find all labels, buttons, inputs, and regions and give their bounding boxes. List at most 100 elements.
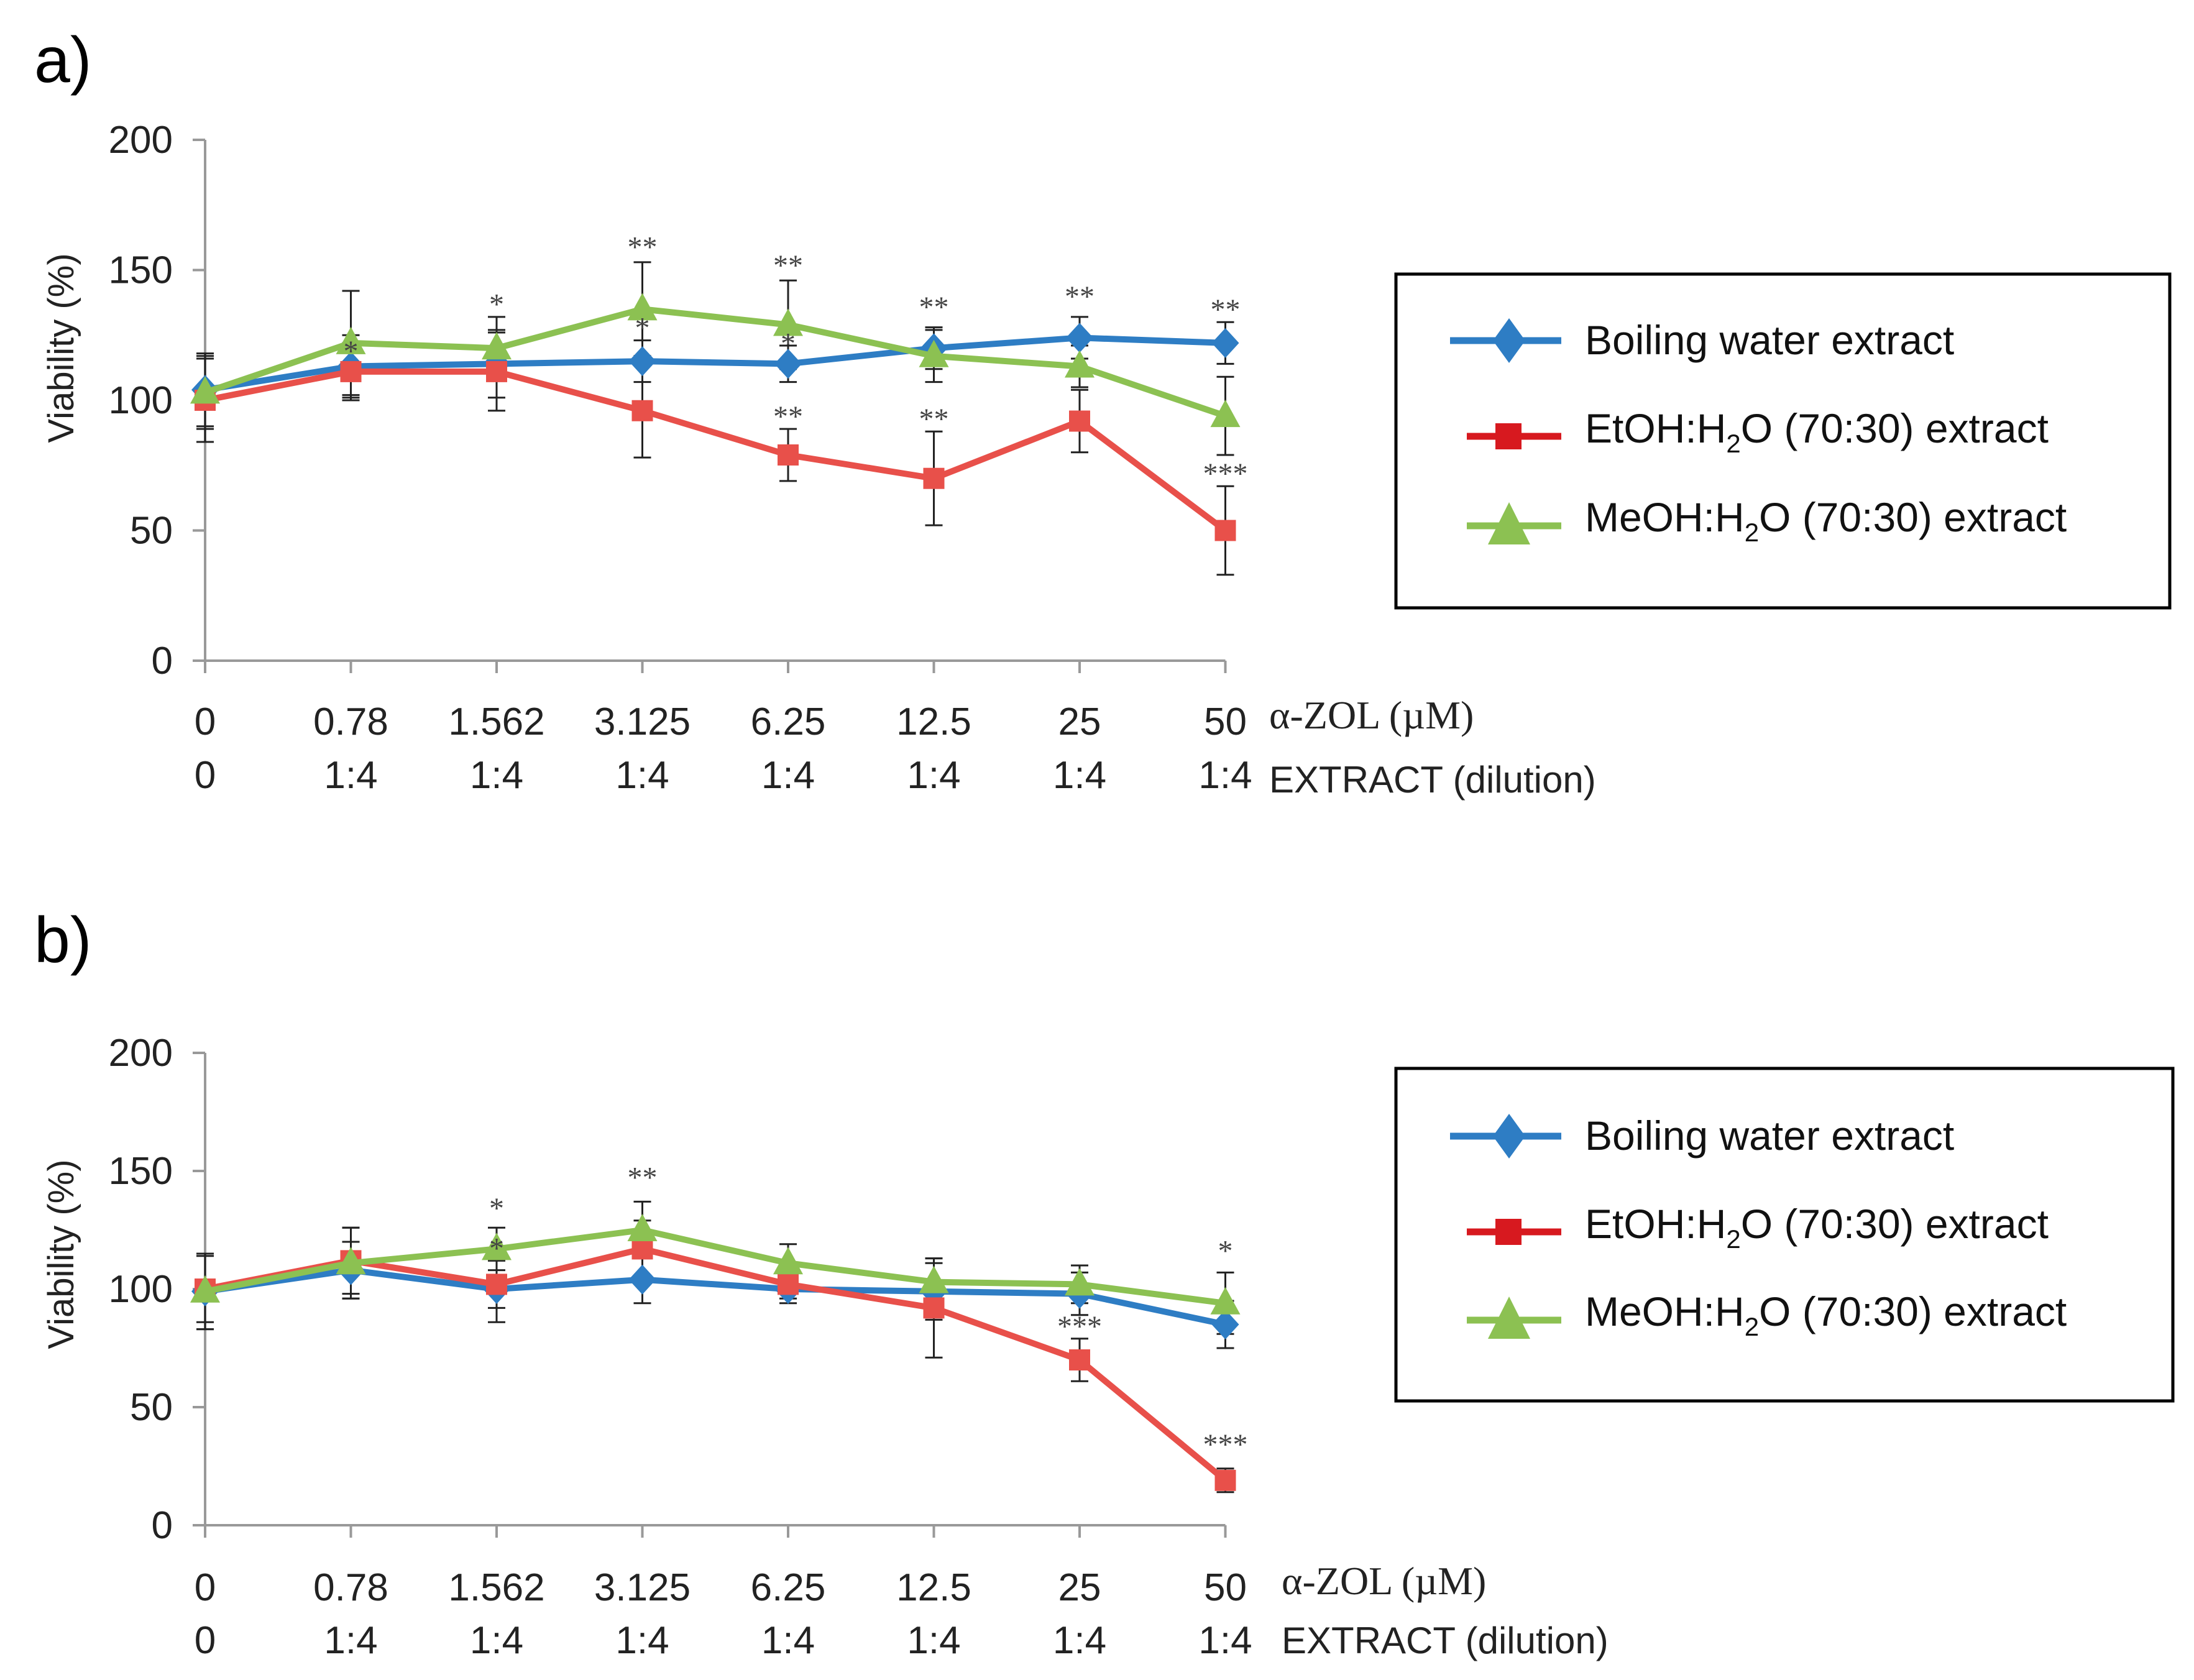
data-point-triangle xyxy=(627,293,658,321)
data-point-triangle xyxy=(627,1214,658,1241)
x-tick-label-2: 1:4 xyxy=(324,1619,377,1662)
data-point-triangle xyxy=(336,1247,366,1275)
panel-a-legend-item-etoh: EtOH:H2O (70:30) extract xyxy=(1467,405,2049,458)
x-tick-label: 1.562 xyxy=(448,1566,544,1609)
data-point-triangle xyxy=(336,326,366,354)
data-point-triangle xyxy=(1210,400,1241,428)
data-point-square xyxy=(1069,410,1090,432)
x-tick-label-2: 1:4 xyxy=(615,1619,669,1662)
x-tick-label: 6.25 xyxy=(751,1566,826,1609)
x-tick-label: 25 xyxy=(1058,1566,1101,1609)
x-tick-label: 0 xyxy=(195,1566,216,1609)
significance-annotation: *** xyxy=(1203,1428,1248,1461)
legend-label-meoh: MeOH:H2O (70:30) extract xyxy=(1585,1288,2067,1341)
panel-b-x-axis-label-2: EXTRACT (dilution) xyxy=(1282,1620,1609,1661)
significance-annotation: * xyxy=(1218,1234,1233,1267)
data-point-diamond xyxy=(1211,1310,1239,1339)
data-point-square xyxy=(1214,1469,1236,1491)
y-tick-label: 50 xyxy=(130,1386,173,1429)
data-point-square xyxy=(486,360,507,382)
data-point-square xyxy=(631,1238,653,1260)
x-tick-label-2: 1:4 xyxy=(615,754,669,797)
legend-label-etoh: EtOH:H2O (70:30) extract xyxy=(1585,405,2049,458)
y-tick-label: 200 xyxy=(109,1032,173,1075)
series-line xyxy=(204,306,1227,419)
data-point-square xyxy=(631,400,653,421)
legend-label-boiling: Boiling water extract xyxy=(1585,1113,1954,1159)
legend-marker-square xyxy=(1495,423,1522,449)
data-point-square xyxy=(923,467,945,489)
data-point-diamond xyxy=(774,349,802,379)
significance-annotation: * xyxy=(489,1192,504,1225)
y-tick-label: 50 xyxy=(130,510,173,553)
panel-b-legend-item-etoh: EtOH:H2O (70:30) extract xyxy=(1467,1201,2049,1254)
legend-marker-diamond xyxy=(1493,1114,1525,1159)
x-tick-label-2: 1:4 xyxy=(470,754,523,797)
data-point-triangle xyxy=(190,376,220,404)
x-tick-label: 6.25 xyxy=(751,700,826,743)
significance-annotation: ** xyxy=(1065,280,1095,313)
x-tick-label-2: 1:4 xyxy=(1198,754,1252,797)
legend-marker-diamond xyxy=(1493,318,1525,363)
legend-marker-triangle xyxy=(1488,1297,1530,1339)
series-line xyxy=(204,1227,1226,1306)
data-point-triangle xyxy=(482,1232,512,1260)
data-point-square xyxy=(778,1274,799,1295)
x-tick-label: 0 xyxy=(195,700,216,743)
y-tick-label: 0 xyxy=(152,1504,173,1547)
panel-a-y-axis-label: Viability (%) xyxy=(41,253,81,443)
x-tick-label: 50 xyxy=(1204,700,1247,743)
data-point-triangle xyxy=(1065,350,1095,378)
x-tick-label-2: 1:4 xyxy=(324,754,377,797)
panel-b-legend-item-boiling: Boiling water extract xyxy=(1450,1113,1954,1159)
y-tick-label: 100 xyxy=(109,1268,173,1311)
x-tick-label: 25 xyxy=(1058,700,1101,743)
series-line xyxy=(204,334,1226,393)
panel-b: b) Viability (%) 050100150200000.781:41.… xyxy=(34,904,2175,1662)
panel-b-legend: Boiling water extract EtOH:H2O (70:30) e… xyxy=(1394,1067,2175,1403)
panel-b-plot: 050100150200000.781:41.5621:43.1251:46.2… xyxy=(109,1032,1252,1662)
legend-label-etoh: EtOH:H2O (70:30) extract xyxy=(1585,1201,2049,1254)
data-point-diamond xyxy=(628,1264,656,1295)
panel-b-label: b) xyxy=(34,904,91,976)
legend-label-meoh: MeOH:H2O (70:30) extract xyxy=(1585,494,2067,547)
significance-annotation: * xyxy=(781,328,796,360)
data-point-triangle xyxy=(190,1275,220,1303)
significance-annotation: ** xyxy=(773,400,803,433)
data-point-square xyxy=(923,1297,945,1319)
panel-b-x-axis-label: α-ZOL (µM) xyxy=(1282,1559,1486,1603)
x-tick-label-2: 1:4 xyxy=(907,1619,960,1662)
x-tick-label-2: 1:4 xyxy=(1053,1619,1106,1662)
x-tick-label: 3.125 xyxy=(594,1566,691,1609)
significance-annotation: ** xyxy=(919,403,949,436)
significance-annotation: ** xyxy=(628,231,658,264)
x-tick-label: 0.78 xyxy=(313,1566,388,1609)
series-line xyxy=(204,1267,1226,1328)
data-point-diamond xyxy=(1211,328,1239,358)
legend-label-boiling: Boiling water extract xyxy=(1585,317,1954,363)
x-tick-label: 3.125 xyxy=(594,700,691,743)
data-point-square xyxy=(340,360,362,382)
data-point-square xyxy=(1069,1349,1090,1370)
series-line xyxy=(204,1246,1228,1483)
data-point-triangle xyxy=(919,1265,949,1293)
x-tick-label: 12.5 xyxy=(896,700,971,743)
significance-annotation: ** xyxy=(773,249,803,282)
x-tick-label: 50 xyxy=(1204,1566,1247,1609)
y-tick-label: 200 xyxy=(109,119,173,162)
data-point-square xyxy=(778,444,799,466)
y-tick-label: 100 xyxy=(109,379,173,422)
significance-annotation: ** xyxy=(1211,293,1241,326)
series-line xyxy=(204,368,1228,533)
panel-a-plot: 050100150200000.781:41.5621:43.1251:46.2… xyxy=(109,119,1252,797)
significance-annotation: * xyxy=(344,335,359,368)
data-point-triangle xyxy=(1065,1268,1095,1296)
data-point-diamond xyxy=(1066,323,1093,353)
panel-a-legend-item-meoh: MeOH:H2O (70:30) extract xyxy=(1467,494,2067,547)
data-point-square xyxy=(1214,520,1236,541)
panel-a-legend-box xyxy=(1394,272,2172,610)
panel-a-x-axis-label: α-ZOL (µM) xyxy=(1269,693,1474,737)
panel-a: a) Viability (%) 050100150200000.781:41.… xyxy=(34,24,2172,801)
data-point-triangle xyxy=(482,332,512,360)
x-tick-label-2: 1:4 xyxy=(761,1619,815,1662)
